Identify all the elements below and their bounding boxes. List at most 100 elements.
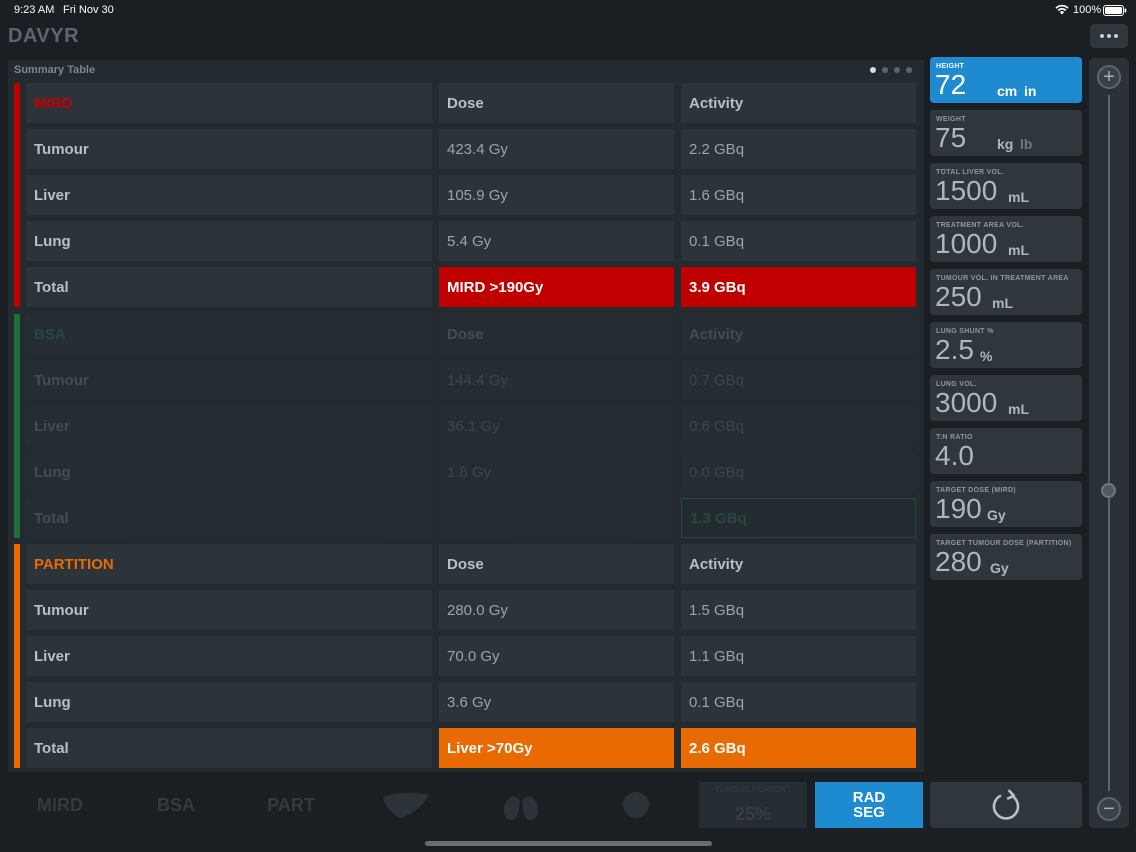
mird-header-cell: MIRD <box>26 83 432 123</box>
param-weight[interactable]: WEIGHT 75 kg lb <box>930 110 1082 156</box>
wifi-icon <box>1055 4 1069 18</box>
rad-seg-label-line1: RAD <box>852 789 886 806</box>
param-target-dose-mird[interactable]: TARGET DOSE (MIRD) 190 Gy <box>930 481 1082 527</box>
param-lung-vol[interactable]: LUNG VOL. 3000 mL <box>930 375 1082 421</box>
param-value: 250 <box>935 281 982 312</box>
activity-cell: 0.1 GBq <box>681 221 916 261</box>
dose-cell: 5.4 Gy <box>439 221 674 261</box>
slider-track[interactable] <box>1108 95 1110 791</box>
bsa-section-bar <box>14 314 20 538</box>
param-lung-shunt[interactable]: LUNG SHUNT % 2.5 % <box>930 322 1082 368</box>
param-caption: TARGET TUMOUR DOSE (PARTITION) <box>936 540 1072 547</box>
activity-cell: 1.1 GBq <box>681 636 916 676</box>
param-tumour-vol[interactable]: TUMOUR VOL. IN TREATMENT AREA 250 mL <box>930 269 1082 315</box>
activity-cell: 1.6 GBq <box>681 175 916 215</box>
home-indicator[interactable] <box>425 841 712 846</box>
column-header-dose: Dose <box>447 325 484 343</box>
tumour-icon-button[interactable] <box>586 782 686 828</box>
column-header-activity: Activity <box>689 325 744 343</box>
param-caption: LUNG SHUNT % <box>936 328 994 335</box>
dose-value: 280.0 Gy <box>447 601 508 619</box>
summary-table-title: Summary Table <box>14 64 96 76</box>
mird-tab-button[interactable]: MIRD <box>37 794 83 815</box>
bsa-header-cell: BSA <box>26 314 432 354</box>
row-label: Total <box>34 278 69 296</box>
row-label: Tumour <box>34 601 89 619</box>
param-caption: TOTAL LIVER VOL. <box>936 169 1005 176</box>
dose-cell: 144.4 Gy <box>439 360 674 400</box>
reset-button[interactable] <box>930 782 1082 828</box>
row-label: Tumour <box>34 140 89 158</box>
more-options-button[interactable] <box>1090 24 1128 48</box>
bsa-tab-button[interactable]: BSA <box>156 794 195 815</box>
total-row-label: Total <box>26 498 432 538</box>
row-label: Tumour <box>34 371 89 389</box>
param-caption: WEIGHT <box>936 116 966 123</box>
param-caption: HEIGHT <box>936 63 965 70</box>
activity-value: 0.1 GBq <box>689 693 745 711</box>
status-time: 9:23 AM <box>14 4 55 16</box>
status-bar: 9:23 AM Fri Nov 30 100% <box>0 0 1136 22</box>
bsa-title: BSA <box>34 325 66 343</box>
param-unit: mL <box>1008 401 1029 417</box>
activity-cell: 2.2 GBq <box>681 129 916 169</box>
part-tab-button[interactable]: PART <box>267 794 315 815</box>
dose-cell: 105.9 Gy <box>439 175 674 215</box>
param-unit: mL <box>1008 189 1029 205</box>
rad-seg-button[interactable]: RAD SEG <box>815 782 923 828</box>
param-unit: mL <box>992 295 1013 311</box>
param-unit: mL <box>1008 242 1029 258</box>
row-label: Lung <box>34 232 71 250</box>
param-tn-ratio[interactable]: T:N RATIO 4.0 <box>930 428 1082 474</box>
dose-value: 1.8 Gy <box>447 463 492 481</box>
unit-in-option[interactable]: in <box>1024 83 1037 99</box>
page-dot <box>894 67 900 73</box>
column-header-activity: Activity <box>689 555 744 573</box>
page-dot <box>906 67 912 73</box>
unit-kg-option[interactable]: kg <box>997 136 1014 152</box>
column-header-activity: Activity <box>689 94 744 112</box>
param-value: 1000 <box>935 228 998 259</box>
column-header-dose: Dose <box>447 94 484 112</box>
table-row-label: Liver <box>26 636 432 676</box>
bsa-total-activity: 1.3 GBq <box>681 498 916 538</box>
row-label: Total <box>34 739 69 757</box>
status-date: Fri Nov 30 <box>63 4 114 16</box>
activity-value: 1.5 GBq <box>689 601 745 619</box>
bsa-activity-header: Activity <box>681 314 916 354</box>
mird-total-activity: 3.9 GBq <box>681 267 916 307</box>
param-target-tumour-dose[interactable]: TARGET TUMOUR DOSE (PARTITION) 280 Gy <box>930 534 1082 580</box>
partition-total-activity: 2.6 GBq <box>681 728 916 768</box>
activity-value: 0.1 GBq <box>689 232 745 250</box>
dose-cell: 36.1 Gy <box>439 406 674 446</box>
table-row-label: Liver <box>26 406 432 446</box>
table-row-label: Tumour <box>26 129 432 169</box>
table-row-label: Tumour <box>26 590 432 630</box>
activity-value: 1.6 GBq <box>689 186 745 204</box>
tumour-percent-box[interactable] <box>699 782 807 828</box>
param-unit: % <box>980 348 993 364</box>
dose-cell: 423.4 Gy <box>439 129 674 169</box>
dose-value: 144.4 Gy <box>447 371 508 389</box>
mird-section-bar <box>14 83 20 307</box>
activity-cell: 0.0 GBq <box>681 452 916 492</box>
param-treatment-area-vol[interactable]: TREATMENT AREA VOL. 1000 mL <box>930 216 1082 262</box>
decrement-minus-icon[interactable]: − <box>1097 797 1121 821</box>
param-total-liver-vol[interactable]: TOTAL LIVER VOL. 1500 mL <box>930 163 1082 209</box>
unit-cm-option[interactable]: cm <box>997 83 1018 99</box>
partition-total-dose-alert: Liver >70Gy <box>439 728 674 768</box>
column-header-dose: Dose <box>447 555 484 573</box>
unit-lb-option[interactable]: lb <box>1020 136 1033 152</box>
slider-knob[interactable] <box>1101 483 1116 498</box>
table-row-label: Liver <box>26 175 432 215</box>
param-height[interactable]: HEIGHT 72 cm in <box>930 57 1082 103</box>
dose-cell: 1.8 Gy <box>439 452 674 492</box>
increment-plus-icon[interactable]: + <box>1097 65 1121 89</box>
liver-icon-button[interactable] <box>356 782 456 828</box>
param-caption: TARGET DOSE (MIRD) <box>936 487 1016 494</box>
table-row-label: Tumour <box>26 360 432 400</box>
lungs-icon-button[interactable] <box>471 782 571 828</box>
activity-value: 0.0 GBq <box>689 463 745 481</box>
app-title: DAVYR <box>8 25 80 47</box>
page-indicator[interactable] <box>870 67 912 73</box>
